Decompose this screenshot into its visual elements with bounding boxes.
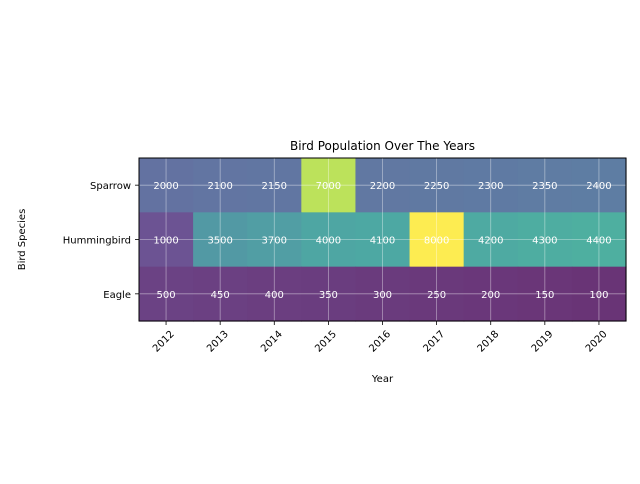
heatmap-cell	[409, 266, 465, 322]
cell-value-label: 4300	[532, 236, 557, 247]
x-tick-label: 2012	[151, 329, 177, 355]
y-tick-label: Sparrow	[90, 181, 131, 192]
heatmap-cell	[247, 158, 302, 213]
cell-value-label: 150	[535, 290, 554, 301]
cell-value-label: 2000	[153, 181, 178, 192]
cell-value-label: 3500	[207, 236, 232, 247]
x-tick-label: 2015	[313, 329, 339, 355]
cell-annotations: 2000 2100 2150 7000 2200 2250 2300 2350 2400 1000…	[153, 181, 611, 301]
heatmap-cell	[193, 212, 248, 268]
y-tick-label: Eagle	[103, 290, 131, 301]
heatmap-cell	[409, 212, 465, 268]
x-axis-ticks: 2012 2013 2014 2015 2016 2017 2018 2019 2020	[151, 321, 610, 355]
cell-value-label: 4400	[586, 236, 611, 247]
cell-value-label: 2100	[207, 181, 232, 192]
y-axis-ticks: Sparrow Hummingbird Eagle	[63, 181, 139, 301]
heatmap-cell	[409, 158, 465, 213]
cell-value-label: 100	[589, 290, 608, 301]
x-tick-label: 2013	[205, 329, 231, 355]
cell-value-label: 2200	[370, 181, 395, 192]
heatmap-cell	[139, 212, 194, 268]
cell-value-label: 4200	[478, 236, 503, 247]
heatmap-cell	[301, 158, 357, 213]
cell-value-label: 2400	[586, 181, 611, 192]
cell-value-label: 8000	[424, 236, 449, 247]
heatmap-cell	[571, 212, 627, 268]
cell-value-label: 400	[265, 290, 284, 301]
heatmap-cell	[517, 212, 573, 268]
heatmap-cell	[193, 158, 248, 213]
cell-value-label: 450	[211, 290, 230, 301]
heatmap-cell	[247, 266, 302, 322]
heatmap-cell	[463, 158, 519, 213]
cell-value-label: 250	[427, 290, 446, 301]
heatmap-cell	[463, 212, 519, 268]
cell-value-label: 300	[373, 290, 392, 301]
cell-value-label: 2300	[478, 181, 503, 192]
heatmap-cell	[301, 212, 357, 268]
cell-value-label: 4000	[316, 236, 341, 247]
x-axis-label: Year	[371, 374, 394, 385]
grid-lines	[139, 158, 626, 321]
heatmap-cell	[355, 212, 411, 268]
cell-value-label: 500	[157, 290, 176, 301]
heatmap-cell	[571, 266, 627, 322]
cell-value-label: 2150	[262, 181, 287, 192]
cell-value-label: 200	[481, 290, 500, 301]
cell-value-label: 3700	[262, 236, 287, 247]
heatmap-cell	[247, 212, 302, 268]
x-tick-label: 2019	[530, 329, 556, 355]
heatmap-cells	[139, 158, 627, 322]
cell-value-label: 2350	[532, 181, 557, 192]
heatmap-cell	[571, 158, 627, 213]
x-tick-label: 2014	[259, 329, 285, 355]
cell-value-label: 7000	[316, 181, 341, 192]
x-tick-label: 2018	[476, 329, 502, 355]
heatmap-cell	[301, 266, 357, 322]
heatmap-cell	[193, 266, 248, 322]
cell-value-label: 350	[319, 290, 338, 301]
y-axis-label: Bird Species	[17, 209, 28, 271]
heatmap-cell	[139, 158, 194, 213]
chart-title: Bird Population Over The Years	[290, 139, 475, 153]
heatmap-cell	[355, 266, 411, 322]
y-tick-label: Hummingbird	[63, 236, 131, 247]
heatmap-cell	[517, 266, 573, 322]
x-tick-label: 2020	[584, 329, 610, 355]
cell-value-label: 4100	[370, 236, 395, 247]
heatmap-cell	[139, 266, 194, 322]
x-tick-label: 2016	[367, 329, 393, 355]
heatmap-cell	[463, 266, 519, 322]
cell-value-label: 2250	[424, 181, 449, 192]
heatmap-cell	[517, 158, 573, 213]
cell-value-label: 1000	[153, 236, 178, 247]
x-tick-label: 2017	[421, 329, 447, 355]
heatmap-cell	[355, 158, 411, 213]
